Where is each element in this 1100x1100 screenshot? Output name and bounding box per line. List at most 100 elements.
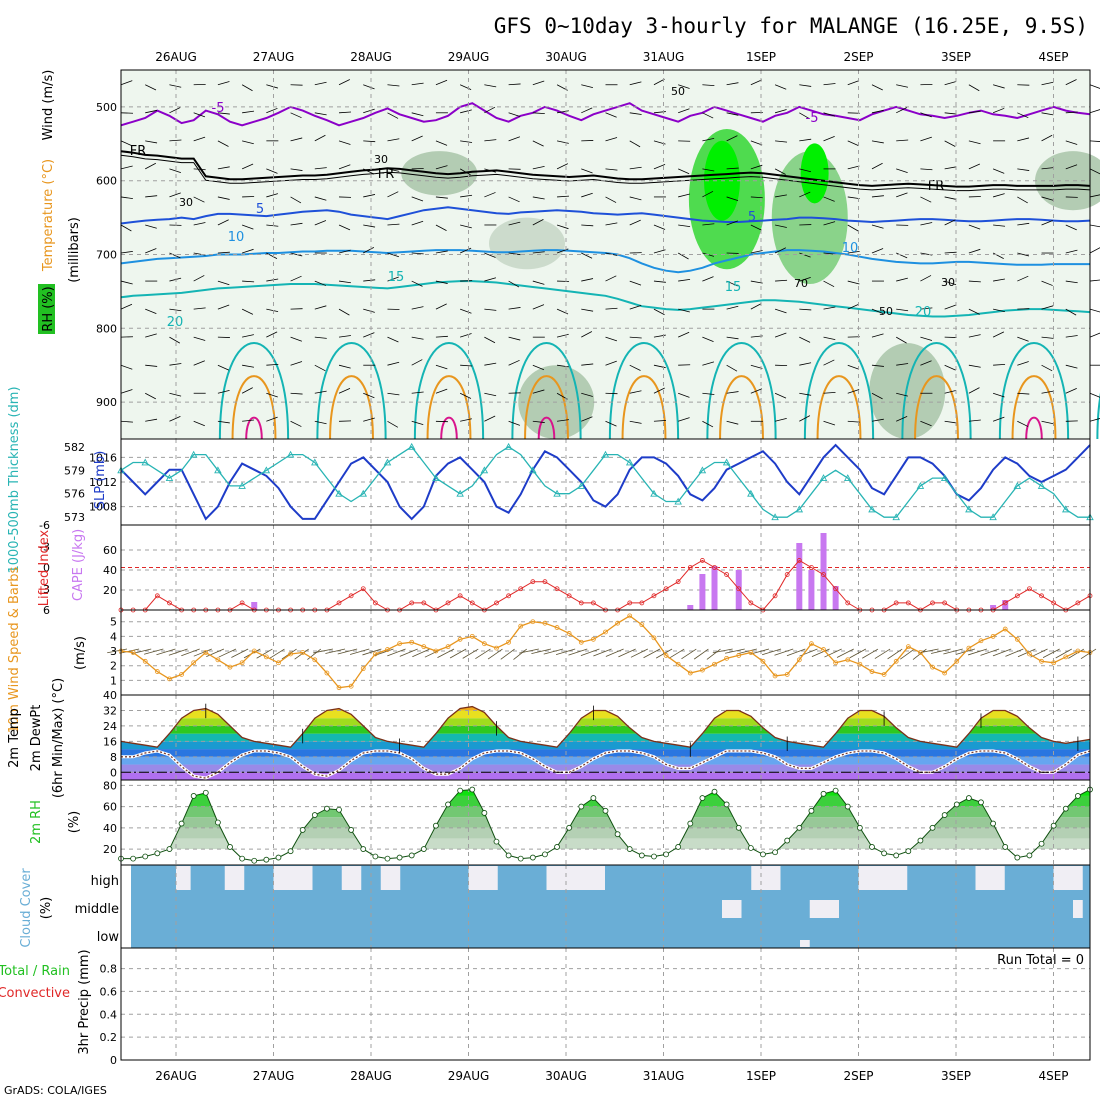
wind-barb bbox=[920, 222, 933, 226]
rh-point bbox=[311, 812, 318, 818]
wind-barb bbox=[702, 223, 715, 226]
wind-barb bbox=[944, 420, 957, 424]
rh-contour-label: 30 bbox=[179, 196, 193, 209]
wind-barb bbox=[532, 280, 545, 285]
isotherm-label: 20 bbox=[915, 305, 932, 320]
wind-barb bbox=[1017, 420, 1029, 427]
wind-barb bbox=[920, 275, 932, 282]
wind-barb bbox=[1089, 109, 1100, 114]
wind-barb bbox=[993, 224, 1006, 227]
wind-barb bbox=[774, 247, 787, 254]
rh-band bbox=[121, 827, 1090, 839]
wind-barb bbox=[120, 196, 133, 200]
wind-barb bbox=[581, 252, 593, 259]
wind-speed-point bbox=[167, 676, 172, 682]
wind-barb bbox=[605, 137, 618, 142]
rh-point bbox=[1074, 793, 1081, 799]
rh-point bbox=[1014, 854, 1021, 861]
wind-barb bbox=[750, 224, 762, 231]
wind-barb bbox=[508, 280, 520, 288]
wind-barb bbox=[556, 224, 569, 230]
wind-barb bbox=[168, 648, 188, 656]
wind-speed-point bbox=[857, 661, 863, 667]
lifted-index-point bbox=[530, 579, 536, 585]
wind-barb bbox=[968, 387, 980, 394]
wind-barb bbox=[338, 280, 351, 284]
wind-barb bbox=[726, 364, 738, 372]
wind-barb bbox=[992, 648, 1012, 657]
run-total-label: Run Total = 0 bbox=[997, 953, 1084, 968]
wind-barb bbox=[242, 334, 254, 338]
wind-barb bbox=[387, 168, 400, 172]
wind-barb bbox=[1017, 275, 1029, 282]
wind-barb bbox=[1089, 168, 1100, 175]
wind-barb bbox=[120, 80, 133, 86]
wind-speed-point bbox=[772, 673, 778, 679]
wind-barb bbox=[484, 106, 496, 114]
wind-speed-point bbox=[930, 664, 935, 670]
wind-barb bbox=[290, 361, 303, 366]
lifted-index-point bbox=[663, 586, 669, 592]
rh-point bbox=[178, 820, 185, 827]
wind-speed-point bbox=[130, 650, 136, 655]
lifted-index-point bbox=[651, 593, 657, 599]
wind-barb bbox=[1065, 364, 1078, 369]
rh-point bbox=[675, 844, 682, 850]
rh-moist-area bbox=[489, 217, 565, 270]
rh-point bbox=[227, 844, 233, 850]
isotherm-label: 5 bbox=[256, 202, 264, 217]
wind-barb bbox=[799, 138, 812, 142]
wind-barb bbox=[1041, 196, 1054, 201]
lifted-index-point bbox=[445, 600, 451, 606]
wind-barb bbox=[1017, 222, 1030, 226]
wind-barb bbox=[555, 648, 576, 656]
date-label-top: 4SEP bbox=[1038, 50, 1068, 64]
wind-barb bbox=[871, 248, 884, 254]
wind-barb bbox=[1065, 111, 1078, 114]
rh-point bbox=[723, 801, 730, 808]
wind-barb bbox=[774, 84, 787, 90]
wind-speed-point bbox=[566, 631, 572, 636]
wind-barb bbox=[217, 81, 230, 86]
rh-point bbox=[493, 838, 500, 845]
rh-point bbox=[978, 799, 984, 806]
wind-speed-point bbox=[433, 648, 439, 654]
rh-point bbox=[747, 845, 754, 851]
rh-point bbox=[348, 827, 355, 833]
wind-barb bbox=[1041, 336, 1054, 339]
wind-barb bbox=[823, 135, 835, 142]
rh-point bbox=[808, 807, 815, 814]
wind-barb bbox=[774, 224, 787, 228]
wind-barb bbox=[993, 278, 1005, 282]
wind-barb bbox=[605, 196, 617, 203]
wind-speed-point bbox=[954, 658, 960, 664]
wind-speed-point bbox=[518, 623, 524, 629]
rh-band bbox=[121, 817, 1090, 828]
wind-barb bbox=[508, 336, 521, 341]
wind-barb bbox=[314, 134, 326, 142]
wind-barb bbox=[266, 84, 278, 89]
wind-barb bbox=[1017, 252, 1030, 257]
cape-bar bbox=[832, 586, 839, 610]
wind-unit-label: (m/s) bbox=[73, 636, 88, 670]
wind-barb bbox=[653, 164, 666, 170]
wind-speed-point bbox=[615, 620, 621, 626]
date-label-bottom: 28AUG bbox=[350, 1069, 392, 1083]
wind-barb bbox=[1089, 392, 1100, 398]
wind-barb bbox=[120, 303, 133, 310]
wind-barb bbox=[363, 194, 376, 198]
wind-speed-point bbox=[1002, 626, 1008, 632]
wind-barb bbox=[775, 194, 787, 198]
wind-barb bbox=[242, 419, 255, 422]
wind-speed-point bbox=[348, 683, 354, 689]
rh-point bbox=[457, 787, 464, 794]
wind-barb bbox=[290, 252, 303, 257]
cloud-gap bbox=[722, 900, 742, 918]
temp-axis-label: 2m Temp bbox=[7, 708, 22, 768]
wind-barb bbox=[387, 648, 406, 657]
wind-barb bbox=[435, 364, 448, 370]
wind-barb bbox=[411, 420, 424, 425]
wind-barb bbox=[968, 224, 981, 230]
wind-barb bbox=[484, 392, 497, 397]
wind-barb bbox=[896, 336, 907, 344]
